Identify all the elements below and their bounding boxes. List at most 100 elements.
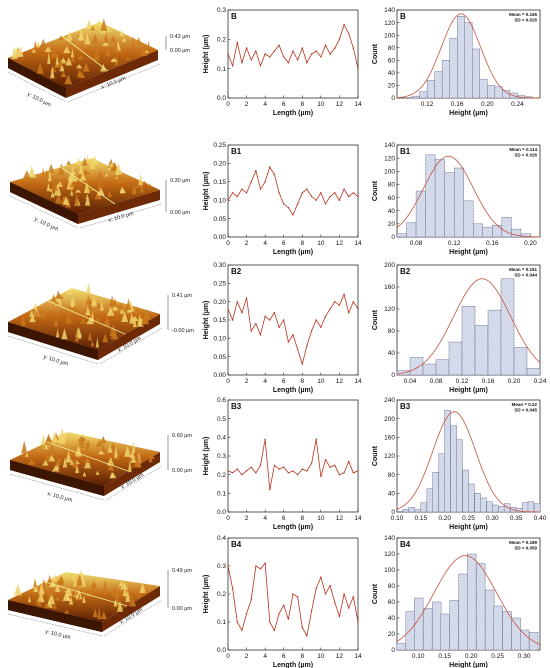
histogram-bar [511, 617, 521, 651]
afm-peak [75, 64, 83, 69]
afm-peak [55, 54, 60, 67]
histogram-bar [435, 359, 450, 376]
profile-point [259, 188, 262, 190]
afm-peak [100, 18, 108, 31]
afm-peak [36, 39, 41, 48]
y-tick-label: 0 [391, 509, 395, 516]
profile-point [264, 562, 266, 564]
profile-point [352, 300, 355, 303]
afm-peak [90, 340, 95, 347]
afm-top-face [10, 158, 160, 214]
afm-peak [100, 610, 107, 620]
profile-point [306, 344, 308, 347]
x-tick-label: 2 [245, 101, 249, 108]
afm-peak [139, 45, 148, 56]
afm-peak [114, 162, 123, 175]
afm-peak [69, 595, 74, 605]
y-tick-label: 100 [384, 567, 395, 574]
y-tick-label: 0.2 [217, 472, 226, 479]
profile-point [329, 308, 331, 310]
afm-peak [132, 440, 136, 453]
y-tick-label: 160 [384, 435, 395, 442]
afm-peak [116, 445, 120, 459]
afm-peak [78, 71, 86, 79]
afm-peak [136, 591, 140, 598]
afm-peak [38, 582, 45, 595]
y-tick-label: 60 [388, 195, 396, 202]
profile-point [338, 199, 341, 201]
y-tick-label: 0.15 [213, 179, 226, 186]
profile-point [292, 470, 294, 472]
afm-peak [107, 190, 113, 198]
afm-scale-top: 0.30 µm [170, 178, 190, 184]
afm-axis-y [7, 613, 103, 637]
x-tick-label: 0.30 [518, 653, 531, 660]
afm-peak [31, 48, 36, 53]
profile-point [301, 626, 303, 629]
height-histogram-B4: 0 20 40 60 80 100 120 140 0.10 0.15 0.20 0.25 0.30 He… [372, 535, 541, 668]
afm-peak [92, 608, 98, 618]
profile-point [324, 203, 327, 205]
histogram-bar [419, 91, 428, 99]
x-tick-label: 0 [226, 515, 230, 522]
afm-scan-line [46, 441, 129, 472]
gaussian-fit [396, 155, 540, 238]
profile-point [250, 466, 252, 468]
afm-peak [71, 304, 79, 314]
profile-point [357, 621, 359, 623]
afm-peak [35, 596, 39, 605]
profile-point [231, 319, 234, 321]
afm-peak [96, 302, 101, 308]
afm-peak [55, 191, 62, 204]
afm-axis-y-label: y: 10.0 µm [26, 91, 52, 108]
profile-line [227, 293, 359, 366]
afm-peak [49, 66, 55, 79]
afm-side-face [10, 182, 78, 224]
histogram-bar [520, 629, 530, 651]
histogram-bar [461, 306, 476, 376]
y-tick-label: 40 [388, 208, 396, 215]
x-tick-label: 0.12 [448, 240, 461, 247]
afm-axis-x [67, 63, 161, 103]
afm-peak [71, 592, 79, 596]
profile-point [315, 319, 317, 321]
profile-point [241, 629, 243, 632]
afm-top-face [8, 22, 158, 88]
afm-peak [113, 456, 117, 460]
afm-peak [58, 35, 64, 40]
afm-peak [61, 450, 68, 454]
profile-point [273, 173, 276, 176]
y-tick-label: 0.20 [213, 161, 226, 168]
histogram-bar [409, 357, 424, 376]
histogram-bar [396, 510, 404, 513]
histogram-bar [420, 502, 427, 513]
profile-point [269, 166, 271, 168]
x-tick-label: 0.12 [456, 378, 469, 385]
y-tick-label: 0.15 [213, 317, 226, 324]
x-tick-label: 6 [282, 101, 286, 108]
afm-peak [141, 312, 150, 325]
profile-point [343, 293, 345, 296]
histogram-bar [405, 611, 415, 651]
afm-peak [131, 316, 139, 321]
y-tick-label: 0.0 [217, 509, 226, 516]
afm-peak [119, 306, 125, 314]
profile-point [255, 50, 257, 52]
afm-scale-top: 0.41 µm [172, 293, 192, 299]
histogram-bar [464, 22, 473, 99]
afm-peak [50, 191, 55, 198]
afm-peak [120, 581, 129, 590]
afm-peak [78, 28, 84, 41]
afm-peak [70, 166, 75, 171]
afm-peak [70, 458, 74, 465]
afm-peak [74, 189, 82, 193]
profile-point [296, 596, 299, 598]
height-profile-B1: 0.00 0.05 0.10 0.15 0.20 0.25 0 2 4 6 8 10 12 14 Lengt… [203, 142, 362, 256]
x-tick-label: 0.24 [534, 378, 547, 385]
afm-side-face [66, 50, 158, 98]
histogram-bar [479, 78, 488, 99]
profile-point [301, 468, 303, 470]
y-tick-label: 100 [384, 168, 395, 175]
afm-scale-bottom: 0.00 µm [172, 606, 192, 612]
afm-peak [50, 294, 57, 302]
